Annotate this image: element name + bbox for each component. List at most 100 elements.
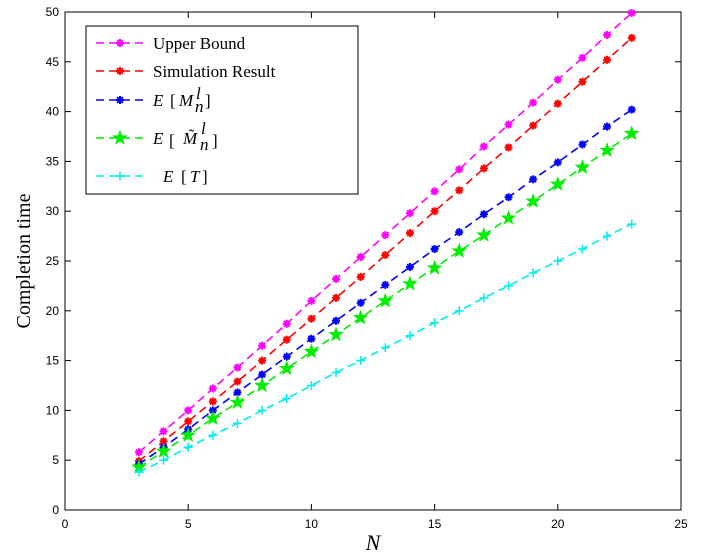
data-point — [602, 231, 612, 241]
data-point — [229, 394, 246, 410]
data-point — [233, 363, 242, 372]
data-point — [112, 129, 128, 145]
data-point — [278, 360, 295, 376]
data-point — [430, 187, 439, 196]
legend: Upper Bound Simulation Result E [ M n l … — [85, 25, 359, 195]
y-tick-label: 35 — [46, 154, 60, 168]
legend-m-symbol: M — [178, 91, 194, 110]
data-point — [282, 319, 291, 328]
data-point — [332, 274, 341, 283]
legend-sup-l-2: l — [201, 119, 206, 138]
data-point — [356, 253, 365, 262]
data-point — [205, 410, 221, 425]
data-point — [430, 245, 439, 254]
legend-label-e-m-tilde: E [ M̃ n l ] — [152, 119, 218, 154]
y-tick-label: 45 — [46, 55, 60, 69]
legend-sub-n-1: n — [195, 97, 204, 116]
data-point — [257, 405, 267, 415]
data-point — [504, 143, 513, 152]
data-point — [254, 377, 270, 393]
data-point — [155, 443, 172, 458]
legend-bracket-close-1: ] — [205, 91, 211, 110]
series-1 — [134, 33, 636, 466]
data-point — [479, 142, 488, 151]
data-point — [282, 335, 291, 344]
data-point — [356, 298, 365, 307]
data-point — [159, 455, 169, 465]
data-point — [184, 417, 193, 426]
data-point — [627, 105, 636, 114]
legend-box — [85, 25, 359, 195]
data-point — [377, 292, 394, 308]
x-tick-label: 15 — [428, 517, 442, 531]
data-point — [405, 209, 414, 218]
data-point — [159, 427, 168, 436]
legend-bracket-close-2: ] — [212, 131, 218, 150]
data-point — [307, 334, 316, 343]
data-point — [405, 229, 414, 238]
legend-e-symbol-3: E — [162, 167, 174, 186]
legend-bracket-close-3: ] — [202, 167, 208, 186]
data-point — [331, 368, 341, 378]
data-point — [553, 75, 562, 84]
data-point — [623, 125, 640, 141]
data-point — [402, 275, 418, 291]
data-point — [529, 121, 538, 130]
data-point — [380, 343, 390, 353]
data-point — [307, 314, 316, 323]
legend-label-upper-bound: Upper Bound — [153, 34, 246, 53]
series-0 — [134, 8, 636, 457]
y-tick-label: 5 — [52, 453, 59, 467]
data-point — [307, 296, 316, 305]
y-tick-label: 50 — [46, 5, 60, 19]
y-tick-label: 30 — [46, 204, 60, 218]
legend-label-e-m: E [ M n l ] — [152, 84, 211, 116]
series-line — [138, 37, 633, 462]
data-point — [282, 352, 291, 361]
axis-ticks: 0 5 10 15 20 25 0 5 10 15 20 25 30 35 40 45 50 — [46, 5, 688, 531]
x-tick-label: 25 — [674, 517, 688, 531]
data-point — [479, 293, 489, 303]
data-point — [627, 219, 637, 229]
data-point — [184, 406, 193, 415]
legend-sample-2 — [96, 96, 144, 104]
legend-e-symbol-1: E — [152, 91, 164, 110]
data-point — [233, 377, 242, 386]
data-point — [578, 77, 587, 86]
data-point — [454, 306, 464, 316]
x-tick-label: 20 — [551, 517, 565, 531]
data-point — [529, 98, 538, 107]
data-point — [258, 370, 267, 379]
data-point — [430, 207, 439, 216]
data-point — [553, 256, 563, 266]
data-point — [479, 210, 488, 219]
data-point — [578, 140, 587, 149]
data-point — [525, 193, 541, 208]
legend-sup-l-1: l — [196, 84, 201, 103]
legend-sample-3 — [96, 129, 144, 145]
data-point — [553, 99, 562, 108]
data-point — [183, 442, 193, 452]
data-point — [405, 331, 415, 341]
data-point — [430, 318, 440, 328]
data-point — [504, 120, 513, 129]
data-point — [455, 228, 464, 237]
y-tick-label: 15 — [46, 354, 60, 368]
data-point — [258, 341, 267, 350]
data-point — [306, 381, 316, 390]
data-point — [328, 326, 344, 342]
data-point — [577, 244, 587, 254]
y-tick-label: 0 — [52, 503, 59, 517]
data-point — [405, 262, 414, 271]
series-line — [138, 132, 633, 468]
data-point — [627, 33, 636, 42]
data-point — [208, 430, 218, 440]
data-point — [356, 272, 365, 281]
data-point — [455, 186, 464, 195]
data-point — [426, 259, 443, 275]
data-point — [603, 55, 612, 64]
data-point — [627, 8, 636, 17]
data-point — [208, 397, 217, 406]
data-point — [553, 158, 562, 167]
data-point — [232, 418, 242, 428]
